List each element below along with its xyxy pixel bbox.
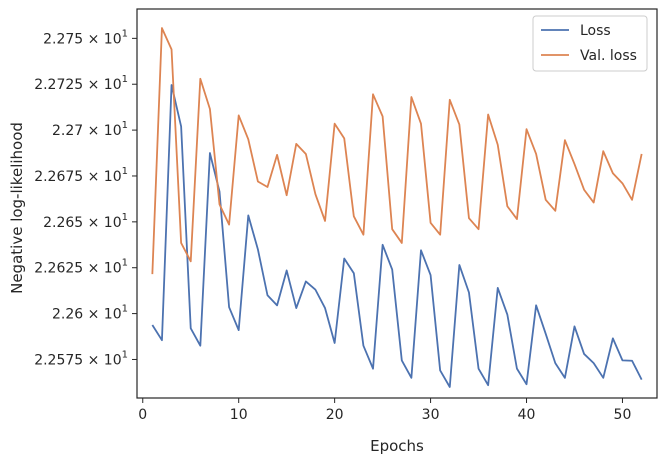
- x-tick-label: 20: [326, 407, 344, 423]
- y-tick-label: 2.2675 × 101: [34, 166, 128, 185]
- x-tick-label: 30: [422, 407, 440, 423]
- legend-label-val-loss: Val. loss: [580, 48, 637, 64]
- y-tick-label: 2.2725 × 101: [34, 74, 128, 93]
- y-axis: 2.2575 × 101 2.26 × 101 2.2625 × 101 2.265 …: [34, 28, 137, 368]
- x-tick-label: 10: [230, 407, 248, 423]
- x-axis-label: Epochs: [370, 437, 424, 455]
- y-axis-label: Negative log-likelihood: [8, 122, 26, 294]
- y-tick-label: 2.26 × 101: [52, 304, 128, 323]
- y-tick-label: 2.275 × 101: [43, 28, 128, 47]
- x-tick-label: 40: [518, 407, 536, 423]
- legend-label-loss: Loss: [580, 23, 611, 39]
- y-tick-label: 2.265 × 101: [43, 212, 128, 231]
- y-tick-label: 2.2625 × 101: [34, 258, 128, 277]
- y-tick-label: 2.27 × 101: [52, 120, 128, 139]
- x-tick-label: 0: [138, 407, 147, 423]
- legend: Loss Val. loss: [532, 15, 648, 72]
- plot-lines: [151, 27, 643, 388]
- x-tick-label: 50: [614, 407, 632, 423]
- series-line-loss: [151, 84, 643, 388]
- x-axis: 0 10 20 30 40 50: [138, 398, 631, 423]
- plot-frame: [136, 8, 658, 399]
- y-tick-label: 2.2575 × 101: [34, 349, 128, 368]
- series-line-val-loss: [151, 27, 643, 275]
